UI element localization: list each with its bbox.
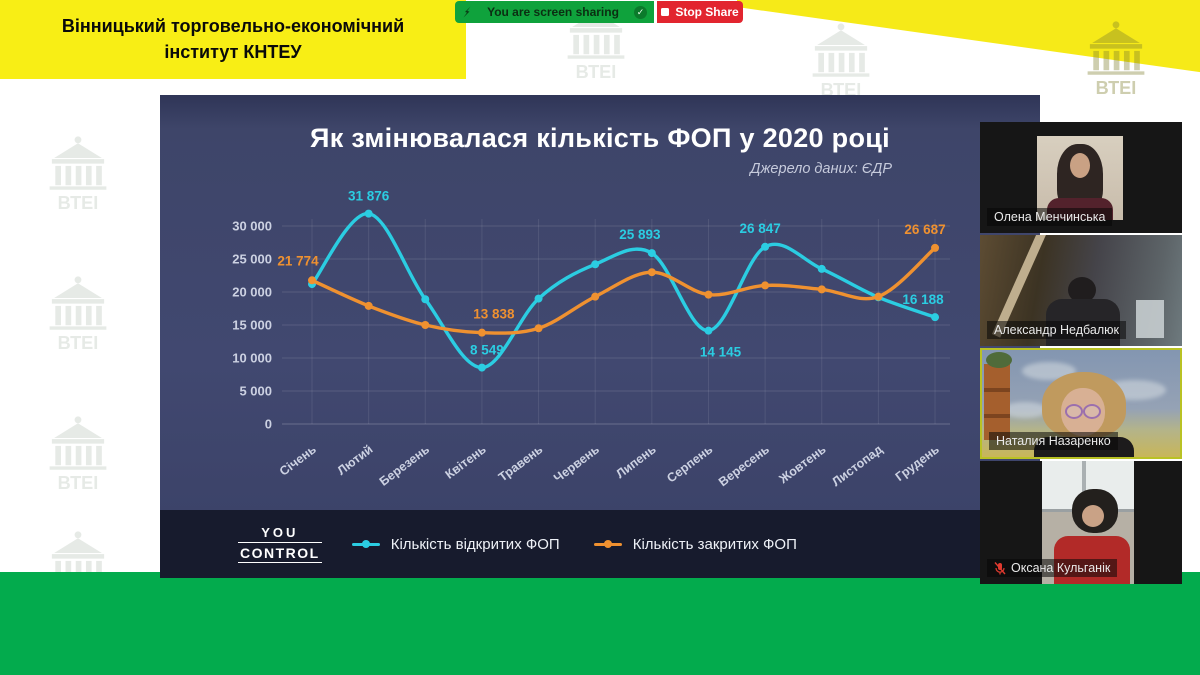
svg-text:Жовтень: Жовтень [776, 442, 829, 487]
svg-text:Січень: Січень [277, 442, 319, 479]
svg-text:26 687: 26 687 [904, 222, 945, 237]
svg-text:8 549: 8 549 [470, 343, 504, 358]
svg-text:Липень: Липень [613, 442, 659, 481]
svg-text:Квітень: Квітень [443, 442, 489, 482]
participant-video [1037, 136, 1123, 220]
shared-slide: 30 000 25 000 20 000 15 000 10 000 5 000 0 Січе… [160, 95, 1040, 578]
svg-text:30 000: 30 000 [232, 219, 272, 234]
institute-banner-line2: інститут КНТЕУ [164, 41, 302, 62]
svg-text:Вересень: Вересень [716, 442, 772, 489]
video-tile-oksana-kulhanik[interactable]: Оксана Кульганік [980, 461, 1182, 584]
participant-panel: Олена Менчинська Александр Недбалюк Ната… [980, 122, 1182, 586]
muted-mic-icon [994, 561, 1006, 574]
svg-text:Лютий: Лютий [335, 442, 376, 478]
green-band [0, 572, 1200, 675]
yellow-corner-shape [737, 0, 1200, 73]
legend-closed-fop: Кількість закритих ФОП [593, 535, 797, 553]
participant-name-chip: Олена Менчинська [987, 208, 1113, 226]
legend-marker-opened [351, 540, 380, 548]
video-tile-nataliya-nazarenko-active-speaker[interactable]: Наталия Назаренко [980, 348, 1182, 459]
svg-text:25 000: 25 000 [232, 252, 272, 267]
participant-name: Оксана Кульганік [1011, 561, 1111, 575]
video-tile-olena-menchynska[interactable]: Олена Менчинська [980, 122, 1182, 233]
legend-opened-fop: Кількість відкритих ФОП [351, 535, 560, 553]
stop-icon [661, 8, 670, 16]
svg-text:ВТЕІ: ВТЕІ [576, 62, 617, 82]
vtei-watermark: ВТЕІ [805, 20, 877, 104]
svg-text:ВТЕІ: ВТЕІ [58, 193, 99, 213]
screen-share-icon [463, 6, 471, 18]
svg-text:25 893: 25 893 [619, 227, 661, 242]
stop-share-button[interactable]: Stop Share [657, 1, 743, 23]
svg-text:5 000: 5 000 [239, 384, 272, 399]
svg-text:13 838: 13 838 [473, 307, 515, 322]
svg-text:Грудень: Грудень [893, 442, 942, 484]
participant-name: Наталия Назаренко [996, 434, 1111, 448]
legend-label-closed: Кількість закритих ФОП [632, 535, 797, 553]
svg-text:20 000: 20 000 [232, 285, 272, 300]
svg-text:31 876: 31 876 [348, 189, 390, 204]
participant-name-chip: Оксана Кульганік [987, 559, 1118, 577]
svg-text:0: 0 [265, 417, 272, 432]
institute-banner: Вінницький торговельно-економічний інсти… [0, 0, 466, 79]
legend-marker-closed [593, 540, 622, 548]
youcontrol-logo-control: CONTROL [238, 544, 322, 563]
vtei-watermark: ВТЕІ [42, 133, 114, 217]
svg-text:26 847: 26 847 [739, 221, 780, 236]
zoom-sharing-toolbar: You are screen sharing ✓ Stop Share [455, 1, 743, 23]
sharing-status-text: You are screen sharing [487, 5, 619, 19]
slide-footer: YOU CONTROL Кількість відкритих ФОП Кіль… [160, 510, 1040, 578]
participant-name-chip: Наталия Назаренко [989, 432, 1118, 450]
svg-text:21 774: 21 774 [277, 253, 319, 268]
vtei-watermark: ВТЕІ [42, 413, 114, 497]
check-circle-icon: ✓ [634, 5, 647, 19]
legend-label-opened: Кількість відкритих ФОП [390, 535, 560, 553]
svg-text:Листопад: Листопад [829, 442, 885, 489]
stop-share-label: Stop Share [675, 5, 739, 19]
video-tile-aleksandr-nedbaliuk[interactable]: Александр Недбалюк [980, 235, 1182, 346]
svg-text:Травень: Травень [496, 442, 546, 484]
institute-banner-line1: Вінницький торговельно-економічний [61, 16, 405, 37]
svg-text:ВТЕІ: ВТЕІ [58, 333, 99, 353]
chart-source: Джерело даних: ЄДР [750, 161, 892, 177]
youcontrol-logo-you: YOU [238, 526, 322, 543]
screen-sharing-indicator: You are screen sharing ✓ [455, 1, 654, 23]
participant-name-chip: Александр Недбалюк [987, 321, 1126, 339]
svg-text:15 000: 15 000 [232, 318, 272, 333]
participant-name: Александр Недбалюк [994, 323, 1119, 337]
youcontrol-logo: YOU CONTROL [238, 526, 322, 563]
svg-text:Серпень: Серпень [664, 442, 715, 485]
participant-name: Олена Менчинська [994, 210, 1106, 224]
svg-text:16 188: 16 188 [902, 292, 944, 307]
svg-text:ВТЕІ: ВТЕІ [1096, 78, 1137, 98]
vtei-watermark: ВТЕІ [42, 273, 114, 357]
fop-line-chart: 30 000 25 000 20 000 15 000 10 000 5 000 0 Січе… [232, 189, 950, 489]
svg-text:14 145: 14 145 [700, 345, 742, 360]
svg-text:Березень: Березень [377, 442, 433, 489]
svg-text:Червень: Червень [551, 442, 602, 485]
chart-title: Як змінювалася кількість ФОП у 2020 році [310, 123, 890, 153]
svg-text:10 000: 10 000 [232, 351, 272, 366]
svg-text:ВТЕІ: ВТЕІ [58, 473, 99, 493]
